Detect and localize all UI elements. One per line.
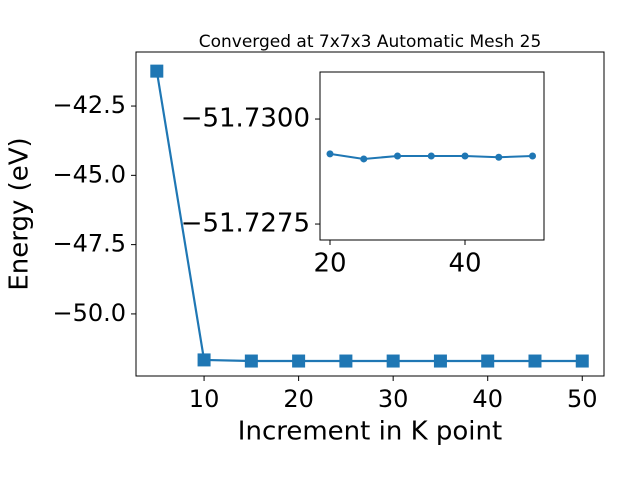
x-axis-label: Increment in K point — [238, 417, 502, 447]
data-point — [360, 155, 368, 163]
data-point — [575, 354, 589, 368]
x-tick-label: 10 — [189, 385, 220, 413]
data-point — [326, 150, 334, 158]
y-tick-label: −51.7275 — [181, 209, 310, 239]
chart-title: Converged at 7x7x3 Automatic Mesh 25 — [199, 32, 542, 52]
data-point — [339, 354, 353, 368]
x-tick-label: 40 — [472, 385, 503, 413]
data-point — [495, 153, 503, 161]
x-tick-label: 30 — [378, 385, 409, 413]
data-point — [292, 354, 306, 368]
x-tick-label: 40 — [448, 249, 481, 279]
x-tick-label: 50 — [567, 385, 598, 413]
data-point — [528, 354, 542, 368]
x-tick-label: 20 — [313, 249, 346, 279]
data-point — [433, 354, 447, 368]
y-tick-label: −45.0 — [52, 160, 126, 188]
data-line — [155, 70, 583, 363]
x-tick-label: 20 — [283, 385, 314, 413]
y-tick-label: −50.0 — [52, 299, 126, 327]
y-axis-label: Energy (eV) — [5, 137, 35, 290]
data-point — [529, 152, 537, 160]
data-point — [394, 152, 402, 160]
y-tick-label: −51.7300 — [181, 104, 310, 134]
data-point — [244, 354, 258, 368]
data-point — [386, 354, 400, 368]
y-tick-label: −47.5 — [52, 230, 126, 258]
data-point — [461, 152, 469, 160]
data-point — [427, 152, 435, 160]
data-point — [197, 353, 211, 367]
data-point — [150, 64, 164, 78]
data-point — [481, 354, 495, 368]
y-tick-label: −42.5 — [52, 91, 126, 119]
